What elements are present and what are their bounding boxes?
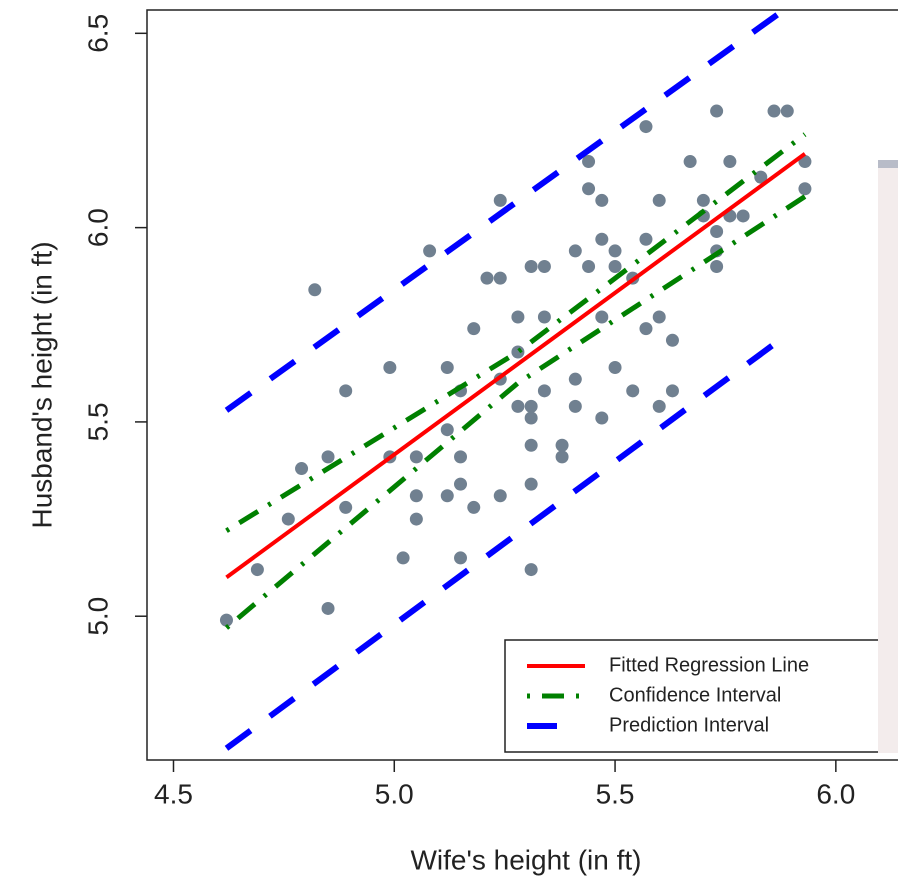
y-tick-label: 5.5 bbox=[82, 402, 113, 441]
point bbox=[440, 361, 454, 375]
point bbox=[321, 450, 335, 464]
point bbox=[608, 244, 622, 258]
point bbox=[665, 333, 679, 347]
point bbox=[524, 563, 538, 577]
y-tick-label: 6.5 bbox=[82, 14, 113, 53]
point bbox=[440, 423, 454, 437]
point bbox=[524, 259, 538, 273]
point bbox=[608, 259, 622, 273]
x-tick-label: 4.5 bbox=[154, 778, 193, 809]
plot-frame bbox=[146, 9, 898, 761]
point bbox=[409, 450, 423, 464]
point bbox=[383, 361, 397, 375]
point bbox=[493, 193, 507, 207]
line bbox=[224, 341, 776, 751]
point bbox=[396, 551, 410, 565]
point bbox=[339, 500, 353, 514]
point bbox=[736, 209, 750, 223]
line bbox=[225, 152, 807, 579]
point bbox=[582, 259, 596, 273]
point bbox=[524, 399, 538, 413]
point bbox=[723, 155, 737, 169]
point bbox=[595, 232, 609, 246]
line bbox=[224, 11, 781, 413]
point bbox=[626, 384, 640, 398]
plot-area bbox=[219, 11, 812, 751]
point bbox=[639, 322, 653, 336]
x-axis-label: Wife's height (in ft) bbox=[411, 844, 642, 875]
line bbox=[225, 132, 807, 533]
point bbox=[639, 120, 653, 134]
point bbox=[537, 384, 551, 398]
point bbox=[493, 489, 507, 503]
point bbox=[537, 310, 551, 324]
point bbox=[250, 563, 264, 577]
point bbox=[339, 384, 353, 398]
point bbox=[409, 489, 423, 503]
point bbox=[454, 477, 468, 491]
point bbox=[480, 271, 494, 285]
y-axis-label: Husband's height (in ft) bbox=[26, 241, 57, 528]
photo-overlay bbox=[878, 168, 898, 753]
point bbox=[321, 601, 335, 615]
point bbox=[710, 225, 724, 239]
point bbox=[467, 322, 481, 336]
point bbox=[511, 310, 525, 324]
point bbox=[710, 104, 724, 118]
point bbox=[555, 438, 569, 452]
point bbox=[639, 232, 653, 246]
point bbox=[511, 345, 525, 359]
point bbox=[568, 399, 582, 413]
point bbox=[595, 411, 609, 425]
point bbox=[595, 193, 609, 207]
x-tick-label: 5.0 bbox=[375, 778, 414, 809]
point bbox=[308, 283, 322, 297]
point bbox=[696, 193, 710, 207]
point bbox=[409, 512, 423, 526]
point bbox=[582, 182, 596, 196]
point bbox=[524, 438, 538, 452]
point bbox=[798, 182, 812, 196]
point bbox=[652, 310, 666, 324]
photo-edge bbox=[878, 160, 898, 168]
line bbox=[224, 194, 807, 630]
point bbox=[710, 259, 724, 273]
point bbox=[423, 244, 437, 258]
point bbox=[281, 512, 295, 526]
point bbox=[568, 244, 582, 258]
point bbox=[440, 489, 454, 503]
point bbox=[295, 462, 309, 476]
legend-label: Fitted Regression Line bbox=[609, 654, 809, 676]
point bbox=[582, 155, 596, 169]
legend-box bbox=[504, 639, 898, 753]
point bbox=[511, 399, 525, 413]
point bbox=[754, 170, 768, 184]
point bbox=[665, 384, 679, 398]
point bbox=[493, 271, 507, 285]
point bbox=[454, 450, 468, 464]
legend-label: Prediction Interval bbox=[609, 714, 769, 736]
y-tick-label: 6.0 bbox=[82, 208, 113, 247]
point bbox=[537, 259, 551, 273]
point bbox=[219, 613, 233, 627]
x-tick-label: 6.0 bbox=[816, 778, 855, 809]
point bbox=[524, 411, 538, 425]
point bbox=[608, 361, 622, 375]
point bbox=[555, 450, 569, 464]
point bbox=[683, 155, 697, 169]
y-tick-label: 5.0 bbox=[82, 597, 113, 636]
point bbox=[652, 193, 666, 207]
legend: Fitted Regression Line Confidence Interva… bbox=[504, 639, 898, 753]
point bbox=[652, 399, 666, 413]
point bbox=[524, 477, 538, 491]
point bbox=[454, 551, 468, 565]
point bbox=[780, 104, 794, 118]
point bbox=[568, 372, 582, 386]
point bbox=[595, 310, 609, 324]
legend-label: Confidence Interval bbox=[609, 684, 781, 706]
point bbox=[467, 500, 481, 514]
point bbox=[767, 104, 781, 118]
x-tick-label: 5.5 bbox=[596, 778, 635, 809]
